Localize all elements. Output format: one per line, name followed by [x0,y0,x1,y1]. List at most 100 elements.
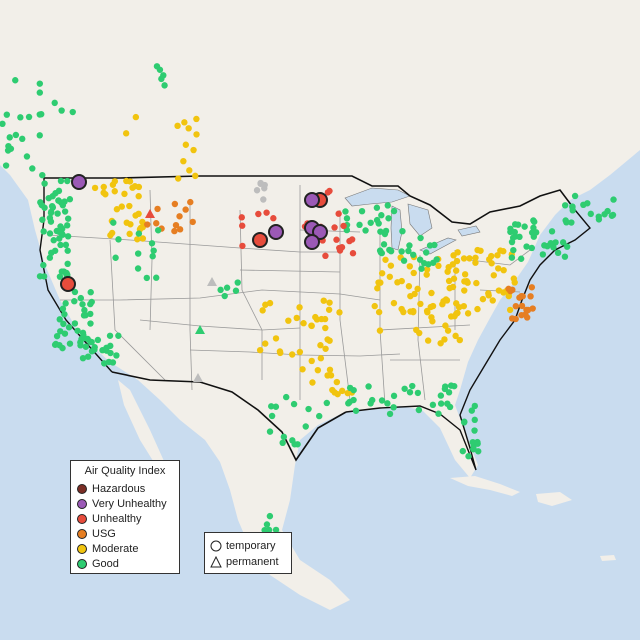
monitor-dot [53,332,61,340]
monitor-dot [23,153,31,160]
monitor-dot [554,249,562,257]
monitor-dot [334,390,341,398]
monitor-dot [255,210,262,218]
legend-item-temporary: temporary [210,538,276,553]
monitor-dot [280,433,288,441]
monitor-dot [314,366,322,374]
legend-title: Air Quality Index [84,465,166,477]
monitor-dot [60,320,67,328]
monitor-dot [452,267,460,274]
legend-label: permanent [226,555,279,568]
monitor-dot [416,256,424,263]
monitor-dot [415,406,423,414]
monitor-dot [272,335,280,342]
monitor-dot [144,221,151,228]
monitor-dot [435,262,442,270]
monitor-dot [461,271,469,278]
monitor-dot [59,202,67,209]
monitor-dot [495,265,502,272]
monitor-dot [63,222,71,229]
monitor-dot [296,304,303,311]
monitor-dot [285,317,292,324]
monitor-dot [523,314,531,321]
monitor-dot [507,287,514,295]
legend-label: Unhealthy [92,513,142,525]
monitor-dot [512,302,520,310]
monitor-dot [561,202,569,209]
monitor-dot [446,403,454,411]
monitor-dot [132,113,140,121]
moderate-swatch [77,544,87,554]
monitor-dot [46,214,54,222]
monitor-dot [260,196,267,203]
monitor-dot [238,214,245,221]
monitor-dot [37,199,44,206]
monitor-dot [406,263,414,270]
monitor-dot [375,279,382,286]
monitor-dot [61,330,69,337]
monitor-dot [369,396,376,404]
monitor-dot [94,336,102,344]
monitor-dot [384,202,391,209]
monitor-dot [185,125,192,132]
monitor-dot [510,246,517,254]
monitor-dot [176,213,183,220]
monitor-dot [530,224,537,232]
monitor-dot [118,203,125,210]
monitor-dot [79,354,87,362]
monitor-dot [604,207,611,215]
monitor-dot [115,236,122,243]
monitor-dot [66,340,74,347]
monitor-dot [289,437,296,444]
legend-item-usg: USG [77,527,116,541]
temporary-monitor [304,234,320,250]
monitor-dot [375,220,382,227]
monitor-dot [378,397,386,404]
monitor-dot [441,336,448,343]
monitor-dot [371,302,378,310]
monitor-dot [386,273,394,280]
monitor-dot [358,207,366,215]
monitor-dot [309,379,316,386]
monitor-dot [56,316,63,323]
monitor-dot [428,314,435,321]
monitor-dot [103,344,110,352]
legend-label: temporary [226,539,276,552]
monitor-dot [378,212,385,219]
monitor-dot [495,287,503,294]
monitor-dot [528,244,535,252]
monitor-dot [190,146,197,154]
monitor-dot [517,255,525,262]
monitor-dot [64,215,72,222]
monitor-dot [507,225,514,232]
monitor-dot [352,407,360,414]
legend-item-unhealthy: Unhealthy [77,512,142,526]
monitor-dot [387,262,395,269]
monitor-dot [346,384,354,392]
monitor-dot [433,256,440,263]
monitor-dot [411,290,418,298]
monitor-dot [349,250,357,257]
monitor-dot [488,252,495,260]
monitor-dot [409,382,416,390]
us-mexico-border [111,371,347,462]
monitor-dot [139,218,146,226]
monitor-dot [384,400,391,407]
monitor-dot [423,266,431,273]
monitor-dot [121,190,128,198]
monitor-dot [423,271,430,278]
monitor-dot [539,251,547,258]
monitor-dot [87,289,94,296]
monitor-dot [509,234,517,241]
monitor-dot [405,283,413,290]
monitor-dot [265,526,273,534]
monitor-dot [262,340,269,347]
monitor-dot [417,234,424,242]
monitor-dot [338,387,346,395]
monitor-dot [375,308,383,316]
monitor-dot [400,308,407,316]
monitor-dot [471,416,478,424]
monitor-dot [266,428,274,435]
monitor-dot [29,165,36,172]
monitor-dot [40,261,47,269]
